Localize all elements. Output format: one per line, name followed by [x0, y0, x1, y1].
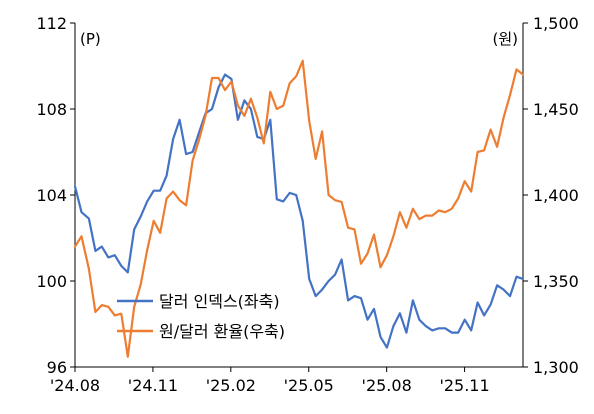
- left-tick-label: 100: [36, 272, 67, 291]
- left-tick-label: 104: [36, 186, 67, 205]
- left-tick-label: 96: [47, 358, 67, 377]
- right-tick-label: 1,450: [533, 100, 579, 119]
- x-tick-label: '24.08: [50, 376, 100, 395]
- series-layer: [73, 59, 525, 358]
- legend-label: 달러 인덱스(좌축): [159, 292, 280, 311]
- series-line-dollar-index: [73, 73, 525, 349]
- x-tick-label: '25.08: [362, 376, 412, 395]
- legend: 달러 인덱스(좌축) 원/달러 환율(우축): [117, 292, 285, 341]
- right-tick-label: 1,300: [533, 358, 579, 377]
- right-unit-label: (원): [492, 30, 518, 48]
- x-tick-label: '25.11: [439, 376, 489, 395]
- legend-label: 원/달러 환율(우축): [159, 322, 285, 341]
- left-unit-label: (P): [80, 30, 101, 48]
- x-tick-label: '24.11: [128, 376, 178, 395]
- left-tick-label: 108: [36, 100, 67, 119]
- right-tick-label: 1,500: [533, 14, 579, 33]
- left-tick-label: 112: [36, 14, 67, 33]
- x-tick-label: '25.02: [206, 376, 256, 395]
- x-tick-label: '25.05: [284, 376, 334, 395]
- right-tick-label: 1,350: [533, 272, 579, 291]
- axes-layer: 96 100 104 108 112 1,300 1,350 1,400 1,450 1,500 '…: [36, 14, 578, 395]
- right-tick-label: 1,400: [533, 186, 579, 205]
- series-line-krw-usd: [73, 59, 525, 358]
